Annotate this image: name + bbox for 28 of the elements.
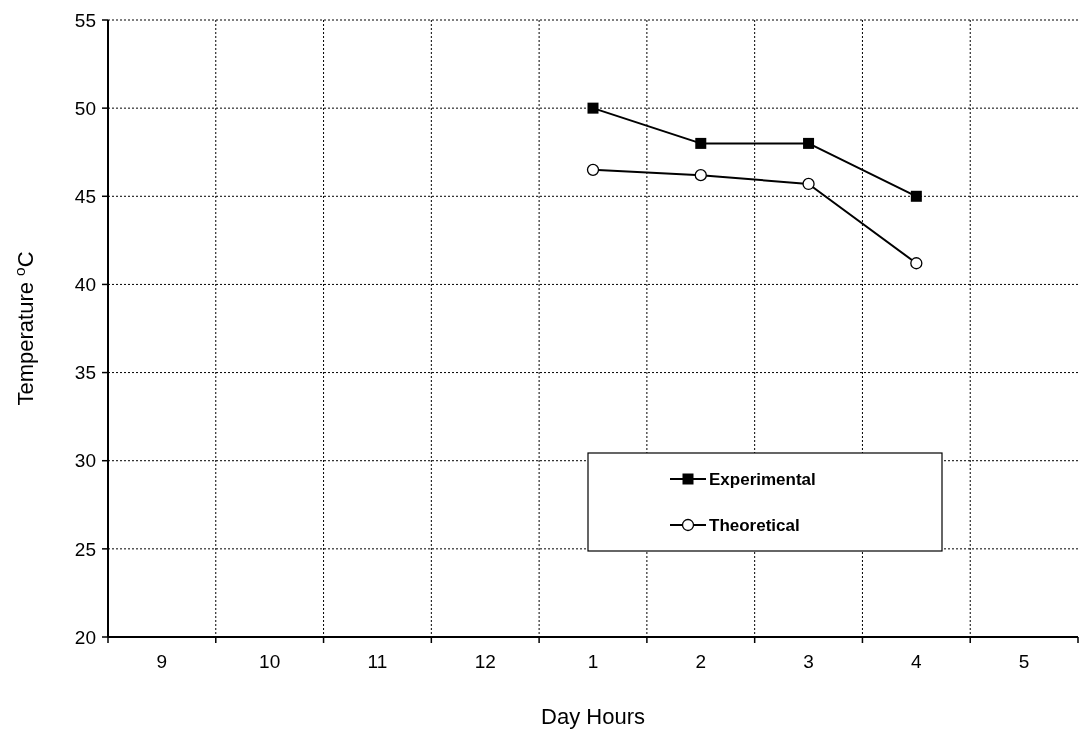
x-tick-label: 2 <box>695 651 707 672</box>
x-tick-label: 9 <box>156 651 168 672</box>
point <box>910 257 923 270</box>
y-tick-label: 35 <box>74 362 96 384</box>
legend-label: Theoretical <box>709 515 800 535</box>
point <box>695 137 707 149</box>
y-tick-label: 55 <box>74 9 96 31</box>
legend-label: Experimental <box>709 469 816 489</box>
x-tick-label: 11 <box>367 651 388 672</box>
point <box>803 137 815 149</box>
x-tick-label: 10 <box>259 651 281 672</box>
x-tick-label: 5 <box>1018 651 1030 672</box>
x-tick-label: 3 <box>803 651 814 672</box>
y-tick-label: 50 <box>74 97 96 119</box>
point <box>802 177 815 191</box>
point <box>694 168 707 182</box>
y-tick-label: 20 <box>74 626 96 648</box>
y-tick-label: 30 <box>74 450 96 472</box>
x-tick-label: 1 <box>587 651 599 672</box>
x-tick-label: 4 <box>911 651 923 672</box>
y-tick-label: 40 <box>74 274 96 296</box>
x-axis-title: Day Hours <box>541 704 645 729</box>
point <box>587 102 599 114</box>
x-tick-label: 12 <box>474 651 496 672</box>
y-tick-label: 45 <box>74 185 96 207</box>
point <box>910 190 922 202</box>
point <box>586 163 600 176</box>
y-tick-label: 25 <box>74 538 96 560</box>
